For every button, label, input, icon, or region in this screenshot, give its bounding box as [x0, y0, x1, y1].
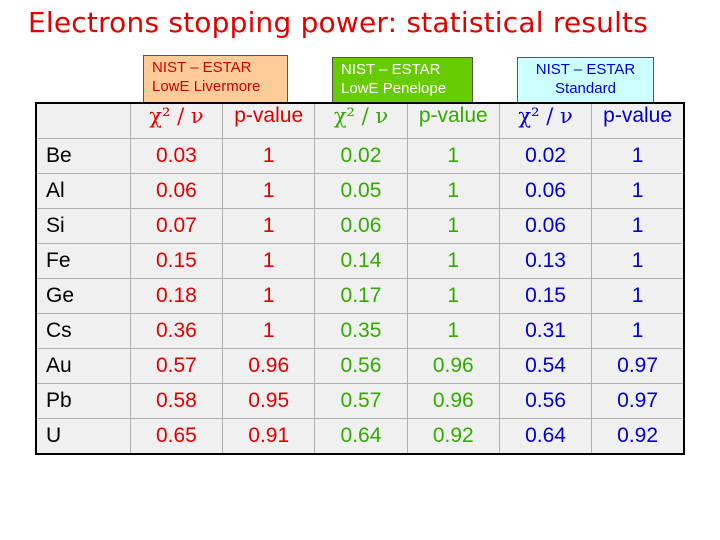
group-header-line1: NIST – ESTAR — [341, 61, 441, 78]
table-row: Al 0.06 1 0.05 1 0.06 1 — [34, 173, 686, 209]
chi-value-cell: 0.18 — [129, 278, 224, 314]
pvalue-cell: 1 — [406, 243, 500, 279]
chi-value-cell: 0.05 — [314, 173, 408, 209]
pvalue-cell: 1 — [406, 173, 500, 209]
group-header-penelope: NIST – ESTAR LowE Penelope — [332, 57, 473, 103]
chi-value-cell: 0.07 — [129, 208, 224, 244]
chi-value-cell: 0.02 — [314, 138, 408, 174]
chi-value-cell: 0.57 — [129, 348, 224, 384]
chi-value-cell: 0.35 — [314, 313, 408, 349]
chi-value-cell: 0.56 — [314, 348, 408, 384]
results-table-body: χ² / ν p-value χ² / ν p-value χ² / ν p-v… — [34, 102, 686, 455]
pvalue-cell: 1 — [591, 173, 686, 209]
chi-value-cell: 0.57 — [314, 383, 408, 419]
pvalue-cell: 1 — [591, 138, 686, 174]
pvalue-cell: 0.96 — [406, 383, 500, 419]
element-cell: Pb — [34, 383, 131, 419]
chi-value-cell: 0.17 — [314, 278, 408, 314]
table-row: Au 0.57 0.96 0.56 0.96 0.54 0.97 — [34, 348, 686, 384]
pvalue-cell: 1 — [591, 208, 686, 244]
pvalue-cell: 0.97 — [591, 348, 686, 384]
pvalue-cell: 1 — [222, 278, 316, 314]
chi-header-standard: χ² / ν — [498, 102, 593, 139]
table-row: Fe 0.15 1 0.14 1 0.13 1 — [34, 243, 686, 279]
pvalue-cell: 1 — [406, 278, 500, 314]
chi-value-cell: 0.54 — [498, 348, 593, 384]
element-cell: Fe — [34, 243, 131, 279]
pvalue-cell: 1 — [406, 138, 500, 174]
table-row: Cs 0.36 1 0.35 1 0.31 1 — [34, 313, 686, 349]
chi-value-cell: 0.58 — [129, 383, 224, 419]
chi-value-cell: 0.14 — [314, 243, 408, 279]
chi-value-cell: 0.65 — [129, 418, 224, 455]
chi-value-cell: 0.56 — [498, 383, 593, 419]
chi-value-cell: 0.64 — [498, 418, 593, 455]
group-header-standard: NIST – ESTAR Standard — [517, 57, 654, 105]
group-header-line1: NIST – ESTAR — [152, 59, 252, 76]
chi-value-cell: 0.06 — [314, 208, 408, 244]
element-cell: U — [34, 418, 131, 455]
pvalue-cell: 1 — [222, 208, 316, 244]
element-cell: Au — [34, 348, 131, 384]
pvalue-cell: 1 — [222, 313, 316, 349]
element-cell: Be — [34, 138, 131, 174]
pvalue-cell: 1 — [406, 313, 500, 349]
element-cell: Cs — [34, 313, 131, 349]
element-cell: Ge — [34, 278, 131, 314]
table-row: Pb 0.58 0.95 0.57 0.96 0.56 0.97 — [34, 383, 686, 419]
pvalue-cell: 0.92 — [591, 418, 686, 455]
chi-header-penelope: χ² / ν — [314, 102, 408, 139]
chi-value-cell: 0.06 — [129, 173, 224, 209]
chi-value-cell: 0.13 — [498, 243, 593, 279]
pvalue-cell: 1 — [591, 313, 686, 349]
table-row: Ge 0.18 1 0.17 1 0.15 1 — [34, 278, 686, 314]
pvalue-header-livermore: p-value — [222, 102, 316, 139]
group-header-line2: Standard — [555, 80, 616, 97]
pvalue-cell: 0.95 — [222, 383, 316, 419]
pvalue-cell: 0.96 — [222, 348, 316, 384]
table-row: U 0.65 0.91 0.64 0.92 0.64 0.92 — [34, 418, 686, 455]
chi-value-cell: 0.06 — [498, 173, 593, 209]
table-row: Be 0.03 1 0.02 1 0.02 1 — [34, 138, 686, 174]
pvalue-cell: 1 — [591, 278, 686, 314]
table-header-row: χ² / ν p-value χ² / ν p-value χ² / ν p-v… — [34, 102, 686, 139]
chi-header-livermore: χ² / ν — [129, 102, 224, 139]
results-table: χ² / ν p-value χ² / ν p-value χ² / ν p-v… — [34, 102, 686, 455]
chi-value-cell: 0.06 — [498, 208, 593, 244]
pvalue-cell: 0.92 — [406, 418, 500, 455]
group-header-line2: LowE Livermore — [152, 78, 261, 95]
chi-value-cell: 0.02 — [498, 138, 593, 174]
pvalue-header-standard: p-value — [591, 102, 686, 139]
group-header-line2: LowE Penelope — [341, 80, 447, 97]
chi-value-cell: 0.15 — [498, 278, 593, 314]
pvalue-cell: 1 — [222, 138, 316, 174]
corner-cell — [34, 102, 131, 139]
group-header-livermore: NIST – ESTAR LowE Livermore — [143, 55, 288, 105]
pvalue-cell: 0.96 — [406, 348, 500, 384]
group-header-line1: NIST – ESTAR — [535, 61, 636, 78]
chi-value-cell: 0.03 — [129, 138, 224, 174]
pvalue-cell: 1 — [222, 243, 316, 279]
table-row: Si 0.07 1 0.06 1 0.06 1 — [34, 208, 686, 244]
pvalue-cell: 0.91 — [222, 418, 316, 455]
element-cell: Si — [34, 208, 131, 244]
chi-value-cell: 0.31 — [498, 313, 593, 349]
chi-value-cell: 0.15 — [129, 243, 224, 279]
pvalue-cell: 0.97 — [591, 383, 686, 419]
chi-value-cell: 0.64 — [314, 418, 408, 455]
pvalue-cell: 1 — [222, 173, 316, 209]
pvalue-cell: 1 — [591, 243, 686, 279]
chi-value-cell: 0.36 — [129, 313, 224, 349]
slide-title: Electrons stopping power: statistical re… — [28, 6, 649, 39]
pvalue-cell: 1 — [406, 208, 500, 244]
element-cell: Al — [34, 173, 131, 209]
pvalue-header-penelope: p-value — [406, 102, 500, 139]
